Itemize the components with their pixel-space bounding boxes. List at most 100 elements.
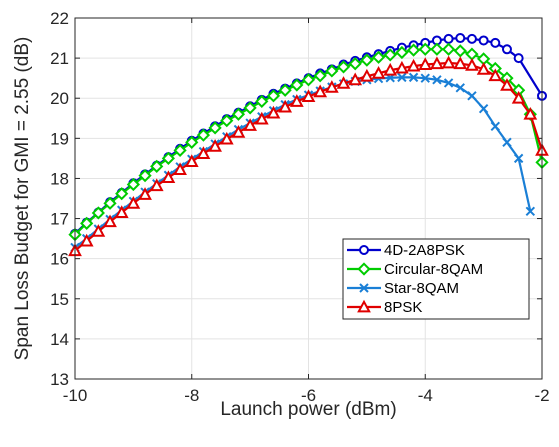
data-point xyxy=(488,68,503,82)
data-point xyxy=(243,101,257,115)
data-point xyxy=(266,89,281,103)
data-point xyxy=(301,73,316,87)
data-point xyxy=(301,89,316,103)
legend-label: 8PSK xyxy=(384,299,422,316)
legend-marker xyxy=(357,262,371,276)
data-point xyxy=(455,33,466,44)
data-point xyxy=(453,56,468,70)
data-point xyxy=(173,143,187,157)
data-point xyxy=(418,57,433,70)
data-point xyxy=(523,106,538,120)
data-point xyxy=(478,103,489,114)
data-point xyxy=(336,76,351,89)
data-point xyxy=(208,139,222,152)
data-point xyxy=(511,90,526,104)
data-point xyxy=(348,57,362,71)
data-point xyxy=(430,56,444,70)
data-point xyxy=(173,162,187,176)
data-point xyxy=(220,114,234,128)
data-point xyxy=(500,78,514,91)
data-point xyxy=(150,159,164,174)
data-point xyxy=(325,64,339,78)
data-point xyxy=(185,135,199,149)
data-point xyxy=(371,50,386,64)
legend: 4D-2A8PSK Circular-8QAM Star-8QAM 8PSK xyxy=(342,238,530,320)
data-point xyxy=(161,170,176,184)
data-point xyxy=(313,84,328,98)
data-point xyxy=(231,107,246,121)
y-tick-label: 13 xyxy=(50,370,69,389)
data-point xyxy=(91,206,105,220)
data-point xyxy=(490,37,501,48)
data-point xyxy=(290,78,304,92)
data-point xyxy=(79,233,94,247)
data-point xyxy=(359,68,374,82)
data-point xyxy=(420,73,430,83)
y-tick-label: 18 xyxy=(50,169,69,188)
x-tick-label: -6 xyxy=(301,386,316,405)
y-tick-label: 20 xyxy=(50,89,69,108)
series-group xyxy=(68,33,549,257)
data-point xyxy=(231,125,246,138)
data-point xyxy=(455,83,465,93)
data-point xyxy=(443,78,454,88)
data-point xyxy=(208,121,222,135)
data-point xyxy=(103,196,117,210)
data-point xyxy=(443,33,454,44)
data-point xyxy=(525,206,536,217)
data-point xyxy=(467,91,477,101)
data-point xyxy=(465,58,479,71)
data-point xyxy=(397,72,407,83)
data-point xyxy=(114,205,129,218)
data-point xyxy=(371,66,386,79)
data-point xyxy=(441,55,456,69)
data-point xyxy=(278,83,292,97)
data-point xyxy=(430,42,444,56)
data-point xyxy=(513,53,524,64)
legend-entry: Star-8QAM xyxy=(347,280,459,297)
data-point xyxy=(138,169,152,183)
data-point xyxy=(278,99,293,113)
data-point xyxy=(395,60,409,74)
y-tick-label: 19 xyxy=(50,129,69,148)
data-point xyxy=(383,48,397,62)
data-point xyxy=(324,80,339,93)
data-point xyxy=(336,60,351,74)
data-point xyxy=(196,146,211,159)
y-tick-label: 21 xyxy=(50,49,69,68)
data-point xyxy=(255,94,269,109)
data-point xyxy=(289,94,304,107)
data-point xyxy=(395,45,409,60)
data-point xyxy=(348,72,363,86)
y-axis-label: Span Loss Budget for GMI = 2.55 (dB) xyxy=(12,37,33,361)
data-point xyxy=(149,178,164,192)
x-tick-label: -10 xyxy=(63,386,88,405)
data-point xyxy=(161,151,176,166)
data-point xyxy=(80,216,94,230)
data-point xyxy=(91,224,106,237)
data-point xyxy=(313,69,327,83)
data-point xyxy=(406,58,421,72)
data-point xyxy=(360,53,374,67)
series-8psk xyxy=(68,55,549,257)
data-point xyxy=(418,42,432,56)
data-point xyxy=(243,118,258,131)
legend-entry: 8PSK xyxy=(347,299,422,316)
data-point xyxy=(103,214,117,228)
data-point xyxy=(501,44,512,55)
data-point xyxy=(408,72,419,83)
x-tick-label: -8 xyxy=(184,386,199,405)
data-point xyxy=(453,44,467,58)
legend-entry: Circular-8QAM xyxy=(347,261,483,278)
legend-box xyxy=(342,238,530,320)
data-point xyxy=(432,75,442,85)
legend-label: Star-8QAM xyxy=(384,280,459,297)
data-point xyxy=(115,187,129,201)
data-point xyxy=(196,128,211,142)
data-point xyxy=(266,105,281,119)
y-tick-label: 16 xyxy=(50,250,69,269)
data-point xyxy=(406,43,421,57)
y-tick-label: 22 xyxy=(50,9,69,28)
x-axis-label: Launch power (dBm) xyxy=(220,399,396,420)
